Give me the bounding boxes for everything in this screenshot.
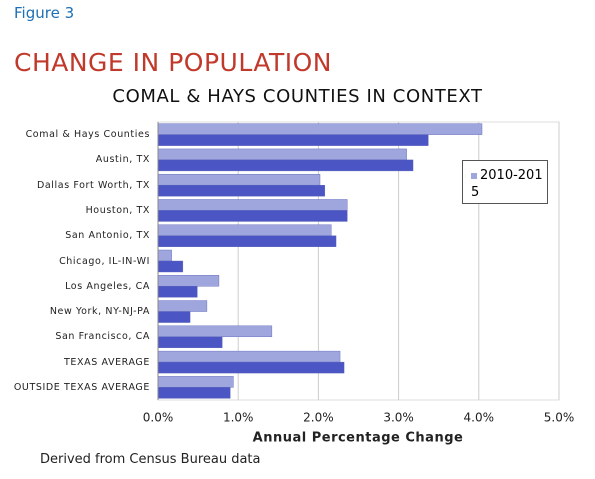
legend: 2010-2015: [462, 160, 548, 204]
x-axis-title: Annual Percentage Change: [253, 431, 464, 446]
bar: [157, 224, 332, 236]
bar: [157, 184, 326, 197]
x-tick-label: 1.0%: [223, 411, 254, 425]
title: CHANGE IN POPULATION: [14, 48, 333, 77]
y-tick-label: Los Angeles, CA: [65, 280, 150, 292]
y-tick-label: San Antonio, TX: [65, 230, 150, 242]
bar: [157, 350, 341, 363]
x-tick-label: 5.0%: [544, 411, 575, 425]
y-tick-label: New York, NY-NJ-PA: [49, 306, 150, 318]
legend-swatch: [471, 172, 477, 179]
x-tick-label: 2.0%: [303, 411, 334, 425]
bar: [157, 300, 208, 312]
bar: [157, 311, 191, 323]
bar: [157, 325, 273, 338]
y-tick-label: OUTSIDE TEXAS AVERAGE: [13, 381, 150, 393]
bar: [157, 376, 234, 388]
bar: [157, 210, 348, 222]
subtitle: COMAL & HAYS COUNTIES IN CONTEXT: [112, 86, 483, 107]
legend-entry: 2010-2015: [471, 167, 543, 201]
y-tick-label: Houston, TX: [85, 204, 150, 216]
bar: [157, 199, 348, 211]
y-tick-label: Comal & Hays Counties: [25, 129, 150, 141]
x-tick-label: 0.0%: [143, 411, 174, 425]
y-tick-label: San Francisco, CA: [55, 331, 150, 343]
bar: [157, 286, 198, 298]
bar: [157, 387, 231, 399]
bar: [157, 134, 429, 146]
y-tick-label: Dallas Fort Worth, TX: [36, 179, 150, 191]
bar: [157, 275, 220, 287]
bar: [157, 235, 337, 247]
y-tick-label: Chicago, IL-IN-WI: [59, 255, 150, 267]
bar: [157, 361, 345, 374]
bar: [157, 173, 321, 186]
source-note: Derived from Census Bureau data: [40, 452, 261, 467]
y-tick-label: TEXAS AVERAGE: [64, 356, 150, 368]
bar: [157, 249, 172, 262]
legend-label: 2010-2015: [471, 168, 543, 200]
x-tick-label: 3.0%: [383, 411, 414, 425]
bar: [157, 123, 483, 135]
figure-label: Figure 3: [14, 4, 75, 22]
y-tick-label: Austin, TX: [95, 154, 150, 166]
bar: [157, 336, 223, 349]
bar: [157, 159, 414, 172]
bar: [157, 260, 184, 273]
x-tick-label: 4.0%: [464, 411, 495, 425]
bar: [157, 148, 407, 161]
